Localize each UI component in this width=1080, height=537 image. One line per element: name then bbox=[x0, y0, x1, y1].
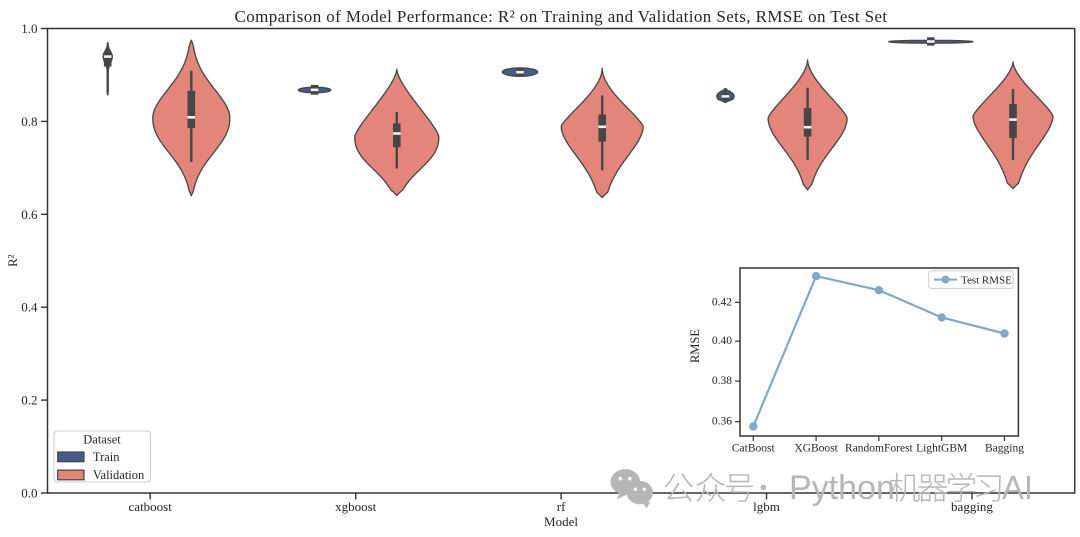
svg-text:LightGBM: LightGBM bbox=[916, 443, 967, 455]
svg-text:RMSE: RMSE bbox=[688, 329, 702, 363]
svg-text:RandomForest: RandomForest bbox=[845, 443, 914, 455]
svg-text:lgbm: lgbm bbox=[753, 499, 780, 514]
svg-text:Bagging: Bagging bbox=[985, 443, 1024, 455]
svg-text:xgboost: xgboost bbox=[335, 499, 377, 514]
svg-text:Comparison of Model Performanc: Comparison of Model Performance: R² on T… bbox=[234, 7, 887, 26]
svg-text:catboost: catboost bbox=[129, 499, 173, 514]
svg-text:Python: Python bbox=[789, 469, 895, 507]
svg-text:CatBoost: CatBoost bbox=[732, 443, 776, 455]
svg-text:0.40: 0.40 bbox=[712, 335, 732, 347]
svg-text:1.0: 1.0 bbox=[21, 21, 37, 36]
svg-text:Test RMSE: Test RMSE bbox=[961, 275, 1012, 287]
svg-text:0.0: 0.0 bbox=[21, 486, 37, 501]
svg-text:XGBoost: XGBoost bbox=[794, 443, 838, 455]
svg-text:0.4: 0.4 bbox=[21, 300, 38, 315]
svg-text:Model: Model bbox=[544, 514, 578, 529]
svg-text:0.6: 0.6 bbox=[21, 207, 38, 222]
svg-text:0.42: 0.42 bbox=[712, 296, 732, 308]
svg-text:AI: AI bbox=[1002, 469, 1033, 506]
svg-text:0.38: 0.38 bbox=[712, 375, 732, 387]
svg-text:0.36: 0.36 bbox=[712, 416, 732, 428]
svg-text:Validation: Validation bbox=[93, 468, 145, 482]
svg-text:R²: R² bbox=[5, 254, 20, 267]
svg-text:0.2: 0.2 bbox=[21, 393, 37, 408]
svg-text:Train: Train bbox=[93, 450, 120, 464]
svg-text:0.8: 0.8 bbox=[21, 114, 37, 129]
svg-text:Dataset: Dataset bbox=[83, 433, 121, 447]
svg-text:bagging: bagging bbox=[951, 499, 993, 514]
svg-text:rf: rf bbox=[557, 499, 566, 514]
